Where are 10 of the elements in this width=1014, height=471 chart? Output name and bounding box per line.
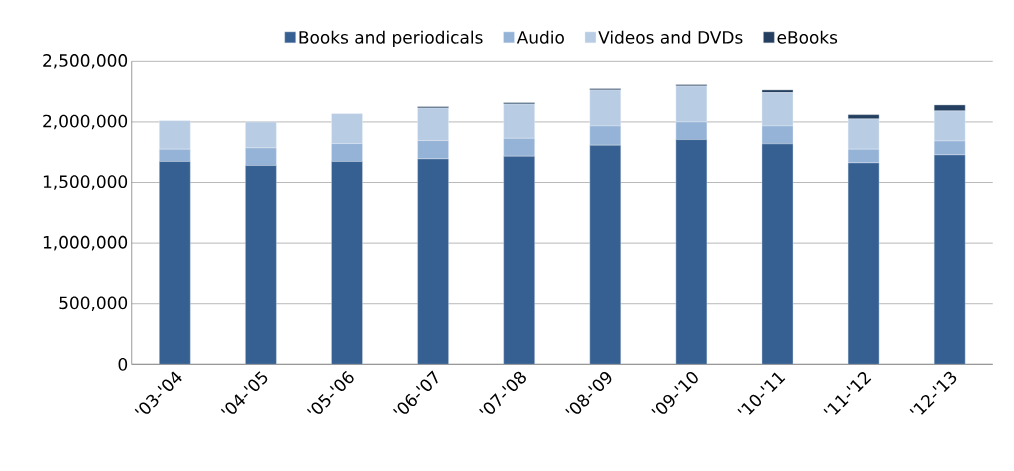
y-tick-label: 0 — [118, 357, 128, 371]
y-tick-label: 500,000 — [59, 296, 128, 311]
legend-label: Books and periodicals — [299, 30, 483, 48]
y-tick-label: 2,000,000 — [43, 114, 128, 130]
legend-label: eBooks — [777, 30, 838, 44]
y-tick-label: 2,500,000 — [43, 54, 128, 69]
y-tick-label: 1,000,000 — [43, 235, 128, 251]
legend-label: Videos and DVDs — [598, 30, 743, 44]
legend-label: Audio — [516, 30, 564, 44]
y-tick-label: 1,500,000 — [43, 175, 128, 190]
